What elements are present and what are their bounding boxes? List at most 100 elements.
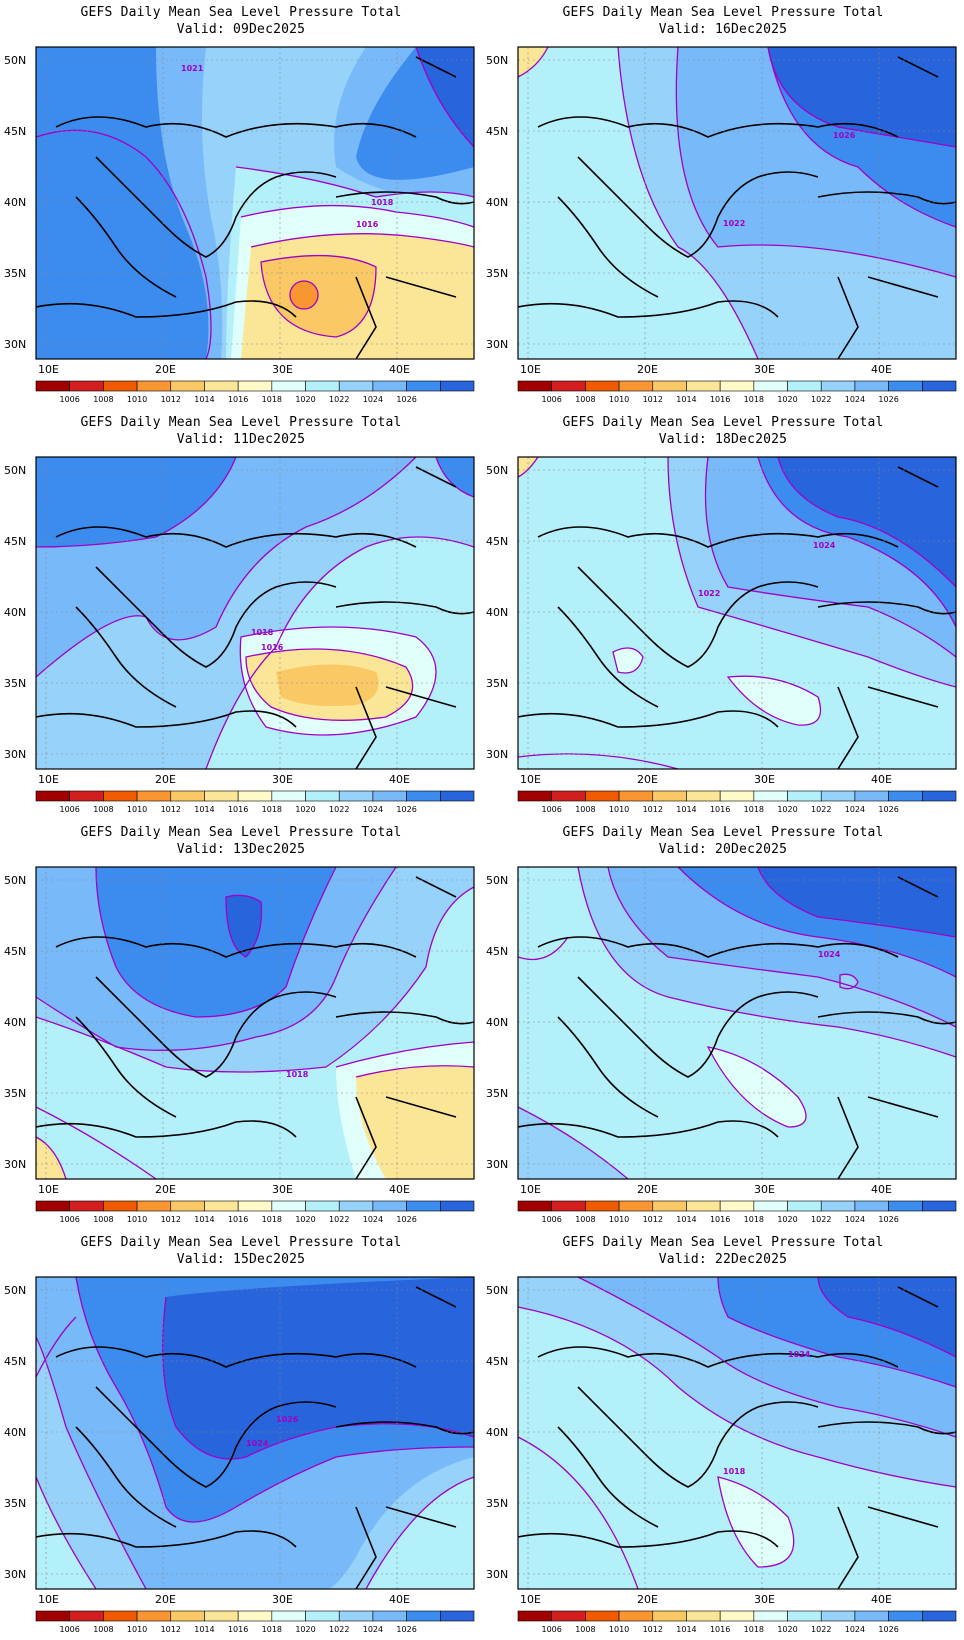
colorbar-level-label: 1008 bbox=[575, 1625, 595, 1634]
svg-text:40E: 40E bbox=[871, 363, 892, 376]
colorbar-level-label: 1012 bbox=[643, 395, 663, 404]
colorbar-swatch bbox=[440, 1610, 475, 1622]
colorbar-level-label: 1026 bbox=[878, 805, 898, 814]
colorbar-swatch bbox=[854, 1200, 889, 1212]
colorbar-swatch bbox=[136, 1610, 172, 1622]
panel-valid-date: Valid: 11Dec2025 bbox=[176, 432, 306, 447]
lon-axis-labels: 10E 20E 30E 40E bbox=[520, 773, 892, 786]
colorbar-swatch bbox=[136, 790, 172, 802]
colorbar-swatch bbox=[69, 1200, 104, 1212]
colorbar-swatch bbox=[551, 1610, 586, 1622]
svg-text:30N: 30N bbox=[486, 1568, 508, 1581]
panel-title: GEFS Daily Mean Sea Level Pressure Total bbox=[80, 415, 402, 430]
colorbar-level-label: 1010 bbox=[127, 395, 147, 404]
colorbar-swatch bbox=[237, 790, 273, 802]
svg-text:20E: 20E bbox=[155, 363, 176, 376]
map-plot: 1026 1022 50N 45N 40N 35N 30N 10E 20E 30… bbox=[486, 46, 957, 404]
colorbar: 1006 1008 1010 1012 1014 1016 1018 1020 1022 1024… bbox=[35, 1610, 475, 1634]
isobar-label: 1018 bbox=[723, 1467, 746, 1476]
svg-text:40N: 40N bbox=[486, 196, 508, 209]
colorbar-swatch bbox=[237, 380, 273, 392]
isobar-label: 1024 bbox=[246, 1439, 269, 1448]
svg-text:10E: 10E bbox=[38, 363, 59, 376]
colorbar-level-label: 1010 bbox=[127, 1625, 147, 1634]
colorbar-level-label: 1012 bbox=[643, 1215, 663, 1224]
colorbar-level-label: 1026 bbox=[878, 395, 898, 404]
panel-valid-date: Valid: 09Dec2025 bbox=[176, 22, 306, 37]
svg-text:30N: 30N bbox=[4, 1158, 26, 1171]
colorbar-swatch bbox=[585, 790, 620, 802]
colorbar-swatch bbox=[271, 790, 306, 802]
colorbar-level-label: 1016 bbox=[710, 805, 730, 814]
colorbar-level-label: 1022 bbox=[811, 395, 831, 404]
colorbar-level-label: 1016 bbox=[710, 395, 730, 404]
colorbar-swatch bbox=[170, 1610, 205, 1622]
colorbar-swatch bbox=[136, 380, 172, 392]
colorbar-swatch bbox=[170, 380, 205, 392]
colorbar-swatch bbox=[406, 790, 441, 802]
svg-text:30E: 30E bbox=[272, 1183, 293, 1196]
colorbar-swatch bbox=[338, 1200, 374, 1212]
svg-text:20E: 20E bbox=[637, 773, 658, 786]
colorbar-swatch bbox=[551, 790, 586, 802]
colorbar-swatch bbox=[753, 790, 788, 802]
colorbar-swatch bbox=[618, 790, 654, 802]
svg-text:30E: 30E bbox=[754, 1593, 775, 1606]
svg-text:50N: 50N bbox=[486, 874, 508, 887]
panel-valid-date: Valid: 18Dec2025 bbox=[658, 432, 788, 447]
map-plot: 1024 1022 50N 45N 40N 35N 30N 10E 20E 30… bbox=[486, 456, 957, 814]
isobar-label: 1021 bbox=[181, 64, 204, 73]
colorbar-level-label: 1026 bbox=[878, 1625, 898, 1634]
isobar-label: 1024 bbox=[788, 1350, 811, 1359]
svg-text:35N: 35N bbox=[4, 1497, 26, 1510]
colorbar-swatch bbox=[618, 1200, 654, 1212]
svg-text:10E: 10E bbox=[520, 363, 541, 376]
colorbar-level-label: 1014 bbox=[194, 1215, 214, 1224]
svg-text:35N: 35N bbox=[486, 677, 508, 690]
lat-axis-labels: 50N 45N 40N 35N 30N bbox=[4, 1284, 26, 1581]
colorbar-level-label: 1012 bbox=[643, 805, 663, 814]
colorbar-level-label: 1020 bbox=[777, 1215, 797, 1224]
colorbar-level-label: 1018 bbox=[262, 395, 282, 404]
colorbar-swatch bbox=[305, 380, 340, 392]
colorbar-level-label: 1006 bbox=[60, 805, 80, 814]
colorbar-level-label: 1026 bbox=[396, 395, 416, 404]
map-plot: 1024 1018 50N 45N 40N 35N 30N 10E 20E 30… bbox=[486, 1276, 957, 1634]
colorbar-swatch bbox=[686, 1610, 721, 1622]
svg-text:45N: 45N bbox=[486, 125, 508, 138]
colorbar-level-label: 1018 bbox=[262, 1625, 282, 1634]
lat-axis-labels: 50N 45N 40N 35N 30N bbox=[4, 464, 26, 761]
colorbar-swatch bbox=[585, 1610, 620, 1622]
colorbar-level-label: 1008 bbox=[575, 1215, 595, 1224]
colorbar-level-label: 1026 bbox=[396, 805, 416, 814]
lat-axis-labels: 50N 45N 40N 35N 30N bbox=[486, 464, 508, 761]
colorbar-level-label: 1018 bbox=[744, 805, 764, 814]
colorbar-level-label: 1006 bbox=[542, 1215, 562, 1224]
svg-text:30E: 30E bbox=[754, 363, 775, 376]
colorbar-swatch bbox=[753, 1200, 788, 1212]
colorbar-level-label: 1022 bbox=[329, 395, 349, 404]
map-panel-11dec: GEFS Daily Mean Sea Level Pressure Total… bbox=[0, 410, 482, 820]
lat-axis-labels: 50N 45N 40N 35N 30N bbox=[4, 874, 26, 1171]
svg-text:30N: 30N bbox=[486, 748, 508, 761]
svg-text:30E: 30E bbox=[272, 773, 293, 786]
svg-text:20E: 20E bbox=[155, 773, 176, 786]
colorbar-level-label: 1018 bbox=[744, 1625, 764, 1634]
colorbar-level-label: 1020 bbox=[777, 395, 797, 404]
panel-valid-date: Valid: 20Dec2025 bbox=[658, 842, 788, 857]
svg-text:45N: 45N bbox=[486, 535, 508, 548]
colorbar-swatch bbox=[237, 1610, 273, 1622]
isobar-label: 1022 bbox=[723, 219, 745, 228]
colorbar-swatch bbox=[372, 1200, 407, 1212]
colorbar-level-label: 1008 bbox=[93, 805, 113, 814]
colorbar-level-label: 1012 bbox=[161, 395, 181, 404]
colorbar-level-label: 1008 bbox=[93, 395, 113, 404]
svg-text:20E: 20E bbox=[637, 363, 658, 376]
colorbar-level-label: 1022 bbox=[811, 805, 831, 814]
colorbar: 1006 1008 1010 1012 1014 1016 1018 1020 1022 1024… bbox=[517, 1610, 957, 1634]
colorbar-level-label: 1020 bbox=[777, 805, 797, 814]
colorbar-swatch bbox=[69, 790, 104, 802]
colorbar-swatch bbox=[440, 380, 475, 392]
svg-text:30E: 30E bbox=[754, 1183, 775, 1196]
svg-text:35N: 35N bbox=[4, 1087, 26, 1100]
